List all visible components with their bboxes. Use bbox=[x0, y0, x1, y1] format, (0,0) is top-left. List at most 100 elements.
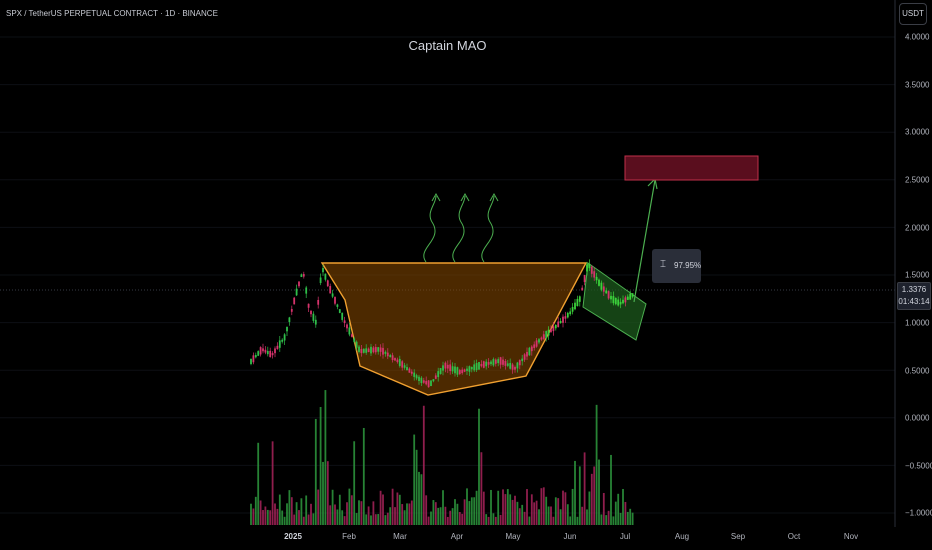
volume-bar bbox=[358, 500, 360, 525]
volume-bar bbox=[538, 509, 540, 525]
volume-bar bbox=[545, 496, 548, 525]
candle-body bbox=[595, 276, 598, 281]
volume-bar bbox=[317, 489, 320, 525]
time-label: Nov bbox=[843, 532, 859, 541]
volume-bar bbox=[475, 490, 478, 525]
volume-bar bbox=[271, 441, 274, 525]
volume-bar bbox=[466, 488, 468, 525]
volume-bar bbox=[554, 497, 557, 525]
volume-bar bbox=[461, 513, 464, 525]
volume-bar bbox=[583, 452, 586, 525]
candle-body bbox=[600, 282, 603, 290]
steam-arrow-1 bbox=[423, 195, 437, 263]
symbol-title[interactable]: SPX / TetherUS PERPETUAL CONTRACT · 1D ·… bbox=[6, 9, 218, 18]
volume-bar bbox=[607, 510, 610, 525]
volume-bar bbox=[617, 493, 620, 525]
volume-bar bbox=[293, 514, 296, 525]
volume-bar bbox=[262, 510, 264, 525]
volume-bar bbox=[526, 489, 528, 525]
volume-bar bbox=[629, 508, 632, 525]
volume-bar bbox=[382, 494, 384, 525]
candle-body bbox=[362, 348, 365, 353]
volume-bar bbox=[257, 442, 260, 525]
candle-body bbox=[470, 367, 473, 370]
volume-bar bbox=[478, 408, 480, 525]
candle-body bbox=[487, 362, 490, 365]
volume-bar bbox=[631, 512, 634, 525]
volume-bar bbox=[451, 508, 454, 525]
volume-bar bbox=[406, 503, 408, 525]
volume-bar bbox=[312, 513, 315, 525]
candle-body bbox=[382, 347, 384, 355]
candle-body bbox=[475, 363, 478, 371]
volume-bar bbox=[341, 510, 344, 525]
time-label: 2025 bbox=[284, 532, 302, 541]
candle-body bbox=[502, 359, 504, 365]
volume-bar bbox=[326, 461, 329, 525]
candle-body bbox=[446, 364, 449, 369]
candle-body bbox=[336, 304, 339, 307]
volume-bar bbox=[264, 506, 267, 525]
candle-body bbox=[415, 375, 418, 379]
volume-bar bbox=[502, 489, 504, 525]
candle-body bbox=[526, 351, 528, 357]
time-label: May bbox=[505, 532, 521, 541]
cup-pattern-outline bbox=[320, 262, 588, 396]
volume-bar bbox=[576, 516, 579, 525]
candle-body bbox=[379, 347, 382, 352]
candle-body bbox=[252, 355, 255, 363]
candle-body bbox=[482, 361, 485, 368]
volume-bar bbox=[314, 418, 317, 525]
candle-body bbox=[310, 310, 312, 315]
candle-body bbox=[566, 312, 569, 318]
volume-bar bbox=[521, 504, 524, 525]
candle-body bbox=[631, 293, 634, 297]
candle-body bbox=[406, 367, 408, 371]
volume-bar bbox=[422, 405, 425, 525]
time-label: Jun bbox=[563, 532, 577, 541]
candle-body bbox=[528, 347, 531, 356]
candle-body bbox=[259, 347, 262, 355]
candle-body bbox=[372, 347, 375, 353]
candlesticks bbox=[250, 259, 634, 388]
steam-arrow-3-head bbox=[489, 192, 499, 202]
candle-body bbox=[290, 309, 293, 312]
volume-bar bbox=[566, 504, 569, 525]
volume-bar bbox=[578, 466, 581, 525]
candle-body bbox=[538, 339, 540, 343]
volume-bar bbox=[470, 497, 473, 525]
candle-body bbox=[490, 361, 492, 365]
volume-bar bbox=[581, 506, 584, 525]
measure-value: 97.95% bbox=[674, 261, 702, 270]
volume-bar bbox=[281, 510, 284, 525]
current-price-badge[interactable]: 1.3376 01:43:14 bbox=[897, 282, 931, 310]
volume-bar bbox=[336, 509, 339, 525]
measure-tooltip[interactable]: ⌶ 97.95% bbox=[652, 249, 701, 283]
candle-body bbox=[451, 366, 454, 372]
candle-body bbox=[605, 290, 608, 294]
candle-body bbox=[612, 296, 615, 304]
volume-bar bbox=[343, 516, 346, 525]
volume-bar bbox=[425, 495, 428, 525]
candle-body bbox=[367, 348, 370, 353]
candle-body bbox=[360, 348, 363, 354]
candle-body bbox=[358, 346, 360, 352]
volume-bar bbox=[552, 516, 555, 525]
candle-body bbox=[319, 277, 322, 284]
volume-bar bbox=[571, 488, 574, 525]
candle-body bbox=[329, 286, 332, 294]
volume-bar bbox=[499, 514, 502, 525]
candle-body bbox=[530, 346, 533, 352]
candle-body bbox=[410, 371, 413, 374]
volume-bar bbox=[403, 510, 406, 525]
volume-bar bbox=[511, 499, 514, 525]
volume-bar bbox=[418, 471, 420, 525]
candle-body bbox=[458, 370, 461, 374]
candle-body bbox=[427, 380, 430, 388]
currency-unit-button[interactable]: USDT bbox=[899, 3, 927, 25]
candle-body bbox=[353, 338, 356, 342]
candle-body bbox=[516, 362, 519, 369]
candle-body bbox=[614, 297, 617, 305]
candle-body bbox=[576, 298, 579, 307]
